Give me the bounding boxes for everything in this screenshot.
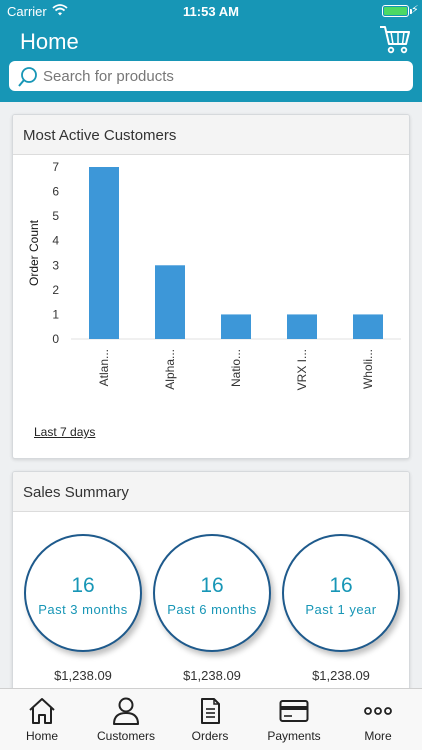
credit-card-icon [279, 700, 309, 722]
clock-time: 11:53 AM [183, 4, 239, 19]
carrier-label: Carrier [7, 4, 47, 19]
sales-card-title: Sales Summary [13, 472, 409, 512]
search-icon [18, 67, 37, 87]
more-dots-icon [364, 707, 392, 715]
cart-icon[interactable] [379, 24, 411, 54]
tab-home[interactable]: Home [0, 689, 84, 750]
y-tick-label: 2 [52, 283, 59, 297]
tab-label: More [364, 729, 392, 743]
tab-label: Payments [267, 729, 321, 743]
document-icon [201, 698, 220, 724]
tab-label: Orders [191, 729, 229, 743]
app-header: Carrier 11:53 AM ⚡ Home [0, 0, 422, 102]
y-tick-label: 5 [52, 209, 59, 223]
tab-customers[interactable]: Customers [84, 689, 168, 750]
order-count: 16 [200, 574, 224, 597]
y-tick-label: 4 [52, 234, 59, 248]
sales-amount: $1,238.09 [183, 668, 241, 683]
bar[interactable] [287, 314, 317, 339]
summary-circle-1-year[interactable]: 16 Past 1 year [282, 534, 400, 652]
x-tick-label: Wholi... [361, 349, 375, 389]
tab-label: Customers [96, 729, 155, 743]
last-7-days-link[interactable]: Last 7 days [34, 425, 96, 439]
home-icon [29, 698, 55, 724]
customers-card-title: Most Active Customers [13, 115, 409, 155]
charging-bolt-icon: ⚡ [411, 4, 419, 16]
y-tick-label: 6 [52, 185, 59, 199]
search-input[interactable] [43, 61, 403, 91]
page-title: Home [20, 29, 79, 54]
bar[interactable] [353, 314, 383, 339]
y-tick-label: 0 [52, 332, 59, 346]
battery-icon [382, 5, 412, 17]
search-bar [9, 61, 413, 91]
person-icon [113, 697, 139, 725]
x-tick-label: Alpha... [163, 349, 177, 390]
y-tick-label: 3 [52, 258, 59, 272]
period-label: Past 6 months [167, 602, 257, 617]
order-count: 16 [71, 574, 95, 597]
bottom-tab-bar: Home Customers Orders Payments [0, 688, 422, 750]
y-tick-label: 7 [52, 160, 59, 174]
most-active-customers-card: Most Active Customers Order Count 0 1 2 3 4 5 6… [12, 114, 410, 459]
summary-circle-6-months[interactable]: 16 Past 6 months [153, 534, 271, 652]
tab-orders[interactable]: Orders [168, 689, 252, 750]
y-axis-label: Order Count [27, 219, 41, 286]
tab-more[interactable]: More [336, 689, 420, 750]
x-tick-label: Natio... [229, 349, 243, 387]
x-tick-label: Atlan... [97, 349, 111, 386]
bar[interactable] [155, 265, 185, 339]
x-tick-label: VRX I... [295, 349, 309, 390]
sales-amount: $1,238.09 [312, 668, 370, 683]
tab-payments[interactable]: Payments [252, 689, 336, 750]
customers-bar-chart: Order Count 0 1 2 3 4 5 6 7 Atlan... Alpha... Natio… [27, 160, 401, 390]
sales-summary-card: Sales Summary 16 Past 3 months $1,238.09… [12, 471, 410, 701]
tab-label: Home [25, 729, 58, 743]
status-bar: Carrier 11:53 AM ⚡ [0, 0, 422, 22]
y-tick-label: 1 [52, 307, 59, 321]
period-label: Past 1 year [305, 602, 377, 617]
bar[interactable] [89, 167, 119, 339]
period-label: Past 3 months [38, 602, 128, 617]
bar[interactable] [221, 314, 251, 339]
summary-circle-3-months[interactable]: 16 Past 3 months [24, 534, 142, 652]
wifi-icon [52, 4, 68, 16]
order-count: 16 [329, 574, 353, 597]
sales-amount: $1,238.09 [54, 668, 112, 683]
